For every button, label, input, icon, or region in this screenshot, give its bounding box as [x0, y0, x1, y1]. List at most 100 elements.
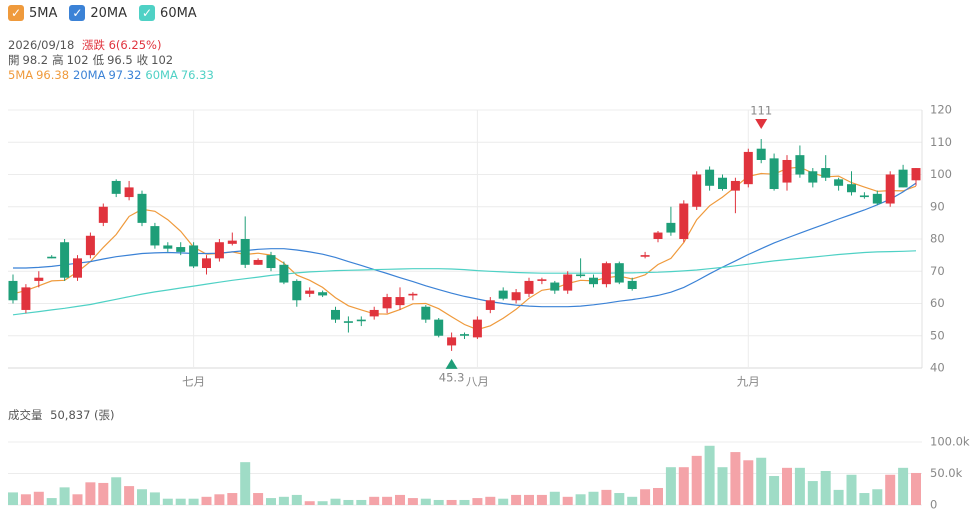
candle-body [898, 169, 908, 188]
candle-body [163, 245, 173, 249]
volume-bar [111, 477, 122, 505]
candle-body [214, 242, 224, 259]
volume-bar [549, 491, 560, 505]
candle-body [614, 263, 624, 283]
volume-bar [124, 486, 135, 505]
legend-item[interactable]: ✓ 20MA [69, 5, 127, 21]
candle-body [589, 277, 598, 285]
volume-bar [782, 467, 792, 505]
legend-checkbox[interactable]: ✓ [8, 5, 24, 21]
candle-body [395, 297, 405, 306]
volume-bar [8, 492, 18, 505]
high-marker [755, 119, 768, 130]
volume-bar [291, 494, 302, 505]
volume-bar [433, 499, 444, 505]
candle-body [730, 180, 740, 191]
volume-bar [59, 487, 70, 505]
volume-bar [278, 496, 289, 505]
ma-line [13, 182, 917, 308]
candle-body [576, 274, 586, 277]
candle-body [447, 337, 457, 346]
volume-bar [743, 460, 754, 505]
x-tick-label: 八月 [466, 375, 489, 389]
legend-item[interactable]: ✓ 60MA [139, 5, 197, 21]
volume-bar [446, 499, 457, 505]
volume-latest: 50,837 (張) [50, 408, 115, 422]
volume-bar [756, 457, 767, 505]
ohlc-label: 高 [52, 53, 64, 67]
volume-bar [691, 455, 702, 505]
volume-bar [98, 482, 109, 505]
candle-body [911, 168, 921, 181]
legend-item[interactable]: ✓ 5MA [8, 5, 57, 21]
candle-body [421, 306, 431, 320]
volume-bar [898, 467, 909, 505]
volume-bar [162, 498, 173, 505]
y-tick-label: 110 [930, 135, 952, 149]
ma-lines [12, 166, 917, 331]
candle-body [498, 290, 508, 299]
legend-checkbox[interactable]: ✓ [139, 5, 156, 21]
volume-bar [472, 498, 483, 505]
candle-body [627, 280, 637, 289]
volume-bar [872, 489, 883, 505]
ohlc-row: 開 98.2 高 102 低 96.5 收 102 [8, 52, 177, 68]
volume-bar [588, 491, 599, 505]
ma-label: 20MA [73, 68, 106, 82]
volume-bar [640, 489, 651, 505]
candle-body [408, 293, 418, 296]
ohlc-value: 102 [151, 53, 174, 67]
volume-bar [46, 498, 57, 505]
candle-body [705, 169, 715, 186]
candle-body [653, 232, 663, 239]
candle-body [176, 247, 186, 252]
volume-bar [717, 467, 728, 505]
candle-body [524, 280, 534, 294]
candle-body [795, 155, 805, 175]
volume-bar [511, 494, 522, 505]
candle-body [331, 309, 340, 320]
ma-value: 96.38 [36, 68, 70, 82]
legend-checkbox[interactable]: ✓ [69, 5, 86, 21]
y-tick-label: 40 [930, 361, 945, 375]
y-tick-label: 90 [930, 199, 945, 213]
candle-body [202, 258, 211, 269]
y-tick-label: 100.0k [930, 435, 970, 449]
volume-bar [524, 494, 534, 505]
x-tick-label: 七月 [182, 375, 205, 389]
legend-label: 60MA [160, 5, 197, 21]
volume-bar [678, 467, 689, 505]
candle-body [279, 264, 289, 283]
volume-bar [356, 499, 367, 505]
volume-bar [575, 494, 586, 505]
volume-bar [253, 493, 264, 505]
date: 2026/09/18 [8, 38, 75, 52]
volume-bar [175, 498, 186, 505]
candle-body [563, 274, 573, 291]
ma-line [12, 166, 917, 331]
candle-body [769, 158, 779, 190]
candle-body [460, 334, 469, 336]
volume-bar [20, 494, 31, 505]
ohlc-label: 開 [8, 53, 20, 67]
candle-body [756, 148, 766, 160]
volume-bar [730, 452, 741, 505]
volume-bar [769, 476, 780, 505]
ma-label: 5MA [8, 68, 34, 82]
candle-body [692, 174, 702, 207]
candle-body [356, 319, 366, 322]
volume-bar [137, 489, 147, 505]
candle-body [124, 187, 134, 198]
candle-body [318, 292, 328, 296]
volume-bar [911, 472, 921, 505]
volume-bar [72, 494, 83, 505]
volume-bar [214, 494, 225, 505]
volume-bar [227, 493, 238, 505]
candle-body [821, 168, 831, 178]
change: 漲跌 6(6.25%) [81, 38, 162, 52]
legend-label: 5MA [29, 5, 58, 21]
candle-body [253, 259, 263, 265]
candle-body [137, 193, 147, 223]
candle-body [718, 177, 727, 190]
